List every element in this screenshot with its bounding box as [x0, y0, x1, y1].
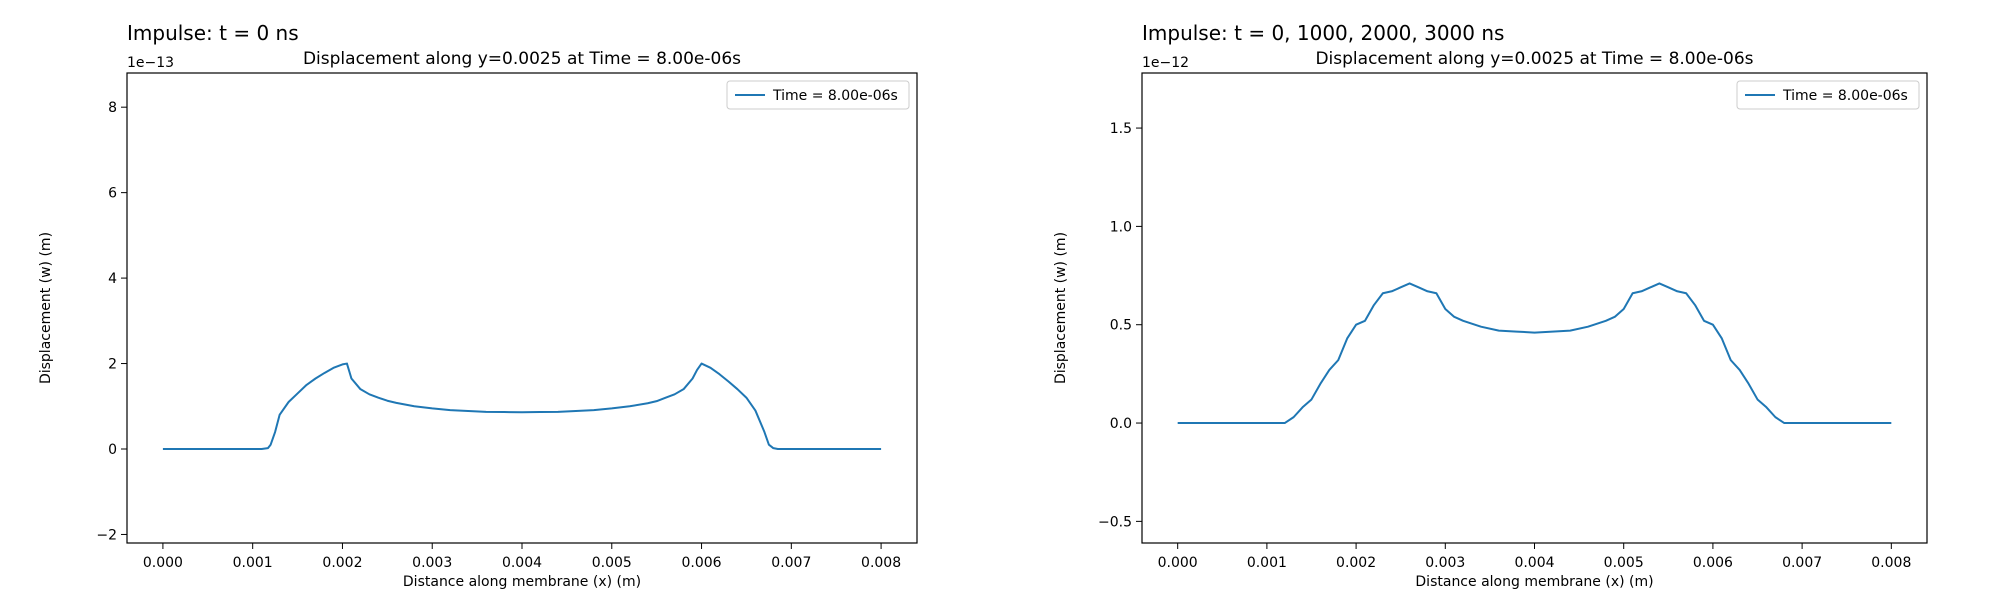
chart-panel-2: Impulse: t = 0, 1000, 2000, 3000 ns Displ…	[1053, 21, 1928, 590]
x-tick-label: 0.004	[1514, 555, 1554, 571]
x-tick-label: 0.000	[143, 555, 183, 571]
legend-entry: Time = 8.00e-06s	[1782, 88, 1908, 104]
y-tick-label: 8	[108, 100, 117, 116]
legend: Time = 8.00e-06s	[1736, 80, 1920, 110]
x-tick-label: 0.007	[1782, 555, 1822, 571]
series-line-1	[162, 362, 882, 450]
x-tick-label: 0.006	[681, 555, 721, 571]
x-tick-label: 0.006	[1693, 555, 1733, 571]
legend-box	[1736, 80, 1920, 110]
y-tick-label: 6	[108, 186, 117, 202]
x-tick-label: 0.004	[502, 555, 542, 571]
y-tick-label: 1.5	[1110, 121, 1132, 137]
y-offset-label: 1e−12	[1142, 55, 1189, 71]
figure-suptitle: Impulse: t = 0 ns	[127, 21, 299, 45]
x-axis-label: Distance along membrane (x) (m)	[1415, 574, 1653, 590]
x-tick-label: 0.005	[592, 555, 632, 571]
chart-title: Displacement along y=0.0025 at Time = 8.…	[1315, 49, 1753, 69]
x-tick-label: 0.001	[233, 555, 273, 571]
y-tick-label: −2	[96, 527, 117, 543]
y-axis-label: Displacement (w) (m)	[38, 232, 54, 384]
chart-title: Displacement along y=0.0025 at Time = 8.…	[303, 49, 741, 69]
y-tick-label: −0.5	[1098, 514, 1132, 530]
y-tick-label: 0.5	[1110, 318, 1132, 334]
legend: Time = 8.00e-06s	[726, 80, 910, 110]
y-tick-label: 1.0	[1110, 219, 1132, 235]
legend-box	[726, 80, 910, 110]
x-tick-label: 0.002	[322, 555, 362, 571]
x-tick-label: 0.001	[1247, 555, 1287, 571]
x-tick-label: 0.008	[1871, 555, 1911, 571]
x-tick-label: 0.008	[861, 555, 901, 571]
x-tick-label: 0.002	[1336, 555, 1376, 571]
figure-suptitle: Impulse: t = 0, 1000, 2000, 3000 ns	[1142, 21, 1504, 45]
x-tick-label: 0.000	[1158, 555, 1198, 571]
legend-entry: Time = 8.00e-06s	[772, 88, 898, 104]
y-axis-label: Displacement (w) (m)	[1053, 232, 1069, 384]
x-tick-label: 0.005	[1604, 555, 1644, 571]
y-tick-label: 0.0	[1110, 416, 1132, 432]
x-tick-label: 0.003	[412, 555, 452, 571]
x-axis-label: Distance along membrane (x) (m)	[403, 574, 641, 590]
y-tick-label: 4	[108, 271, 117, 287]
x-tick-label: 0.007	[771, 555, 811, 571]
series-line-1	[1177, 282, 1892, 425]
y-offset-label: 1e−13	[127, 55, 174, 71]
y-tick-label: 2	[108, 357, 117, 373]
x-tick-label: 0.003	[1425, 555, 1465, 571]
y-tick-label: 0	[108, 442, 117, 458]
